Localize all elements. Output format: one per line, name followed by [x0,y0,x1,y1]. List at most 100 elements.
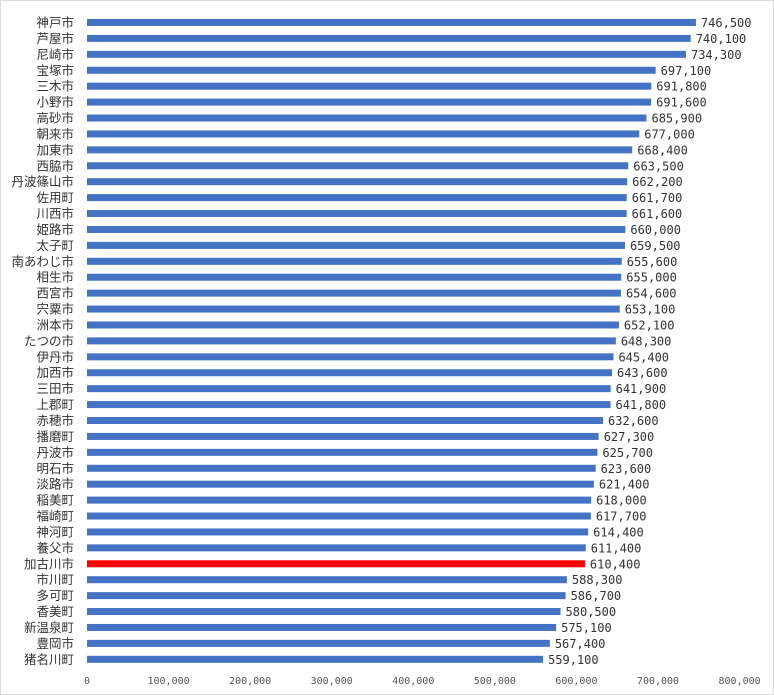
bar [87,560,585,568]
category-label: 南あわじ市 [11,254,74,269]
category-label: 朝来市 [36,126,74,141]
category-label: 加古川市 [24,556,74,571]
category-label: 川西市 [36,206,74,221]
x-tick-label: 700,000 [637,676,679,687]
value-label: 641,800 [616,398,667,412]
value-label: 614,400 [593,525,644,539]
value-label: 618,000 [596,494,647,508]
category-label: 香美町 [36,604,74,619]
value-label: 677,000 [644,127,695,141]
category-label: 猪名川町 [24,652,74,667]
value-label: 654,600 [626,287,677,301]
value-label: 641,900 [616,382,667,396]
value-label: 746,500 [701,16,752,30]
category-label: 養父市 [36,540,74,555]
value-label: 668,400 [637,143,688,157]
bar [87,385,611,393]
x-tick-label: 300,000 [311,676,353,687]
category-label: 神河町 [36,524,74,539]
category-label: 上郡町 [36,397,74,412]
category-label: たつの市 [24,333,74,348]
bar [87,50,686,58]
bar [87,273,622,281]
value-label: 691,800 [656,80,707,94]
bar [87,130,640,138]
bar [87,178,628,186]
value-label: 567,400 [555,637,606,651]
value-label: 625,700 [602,446,653,460]
category-label: 西宮市 [36,286,74,301]
category-label: 高砂市 [36,111,74,126]
bar [87,146,633,154]
category-label: 豊岡市 [36,636,74,651]
bar [87,401,611,409]
category-label: 宝塚市 [36,63,74,78]
value-label: 623,600 [601,462,652,476]
value-label: 632,600 [608,414,659,428]
bar [87,257,622,265]
category-label: 丹波市 [36,445,74,460]
x-tick-label: 0 [84,676,90,687]
category-label: 三木市 [36,79,74,94]
bar [87,162,629,170]
category-label: 太子町 [36,238,74,253]
category-label: 姫路市 [36,222,74,237]
x-tick-label: 400,000 [392,676,434,687]
value-label: 586,700 [571,589,622,603]
bar [87,210,627,218]
value-label: 663,500 [633,159,684,173]
bar [87,608,561,616]
value-label: 643,600 [617,366,668,380]
value-label: 588,300 [572,573,623,587]
category-label: 稲美町 [36,493,74,508]
category-label: 丹波篠山市 [11,174,74,189]
bar [87,544,586,552]
value-label: 685,900 [651,112,702,126]
category-label: 赤穂市 [36,413,74,428]
x-tick-label: 500,000 [474,676,516,687]
bar [87,480,594,488]
value-label: 660,000 [630,223,681,237]
category-label: 淡路市 [36,477,74,492]
value-label: 648,300 [621,334,672,348]
category-label: 洲本市 [36,317,74,332]
value-label: 662,200 [632,175,683,189]
category-labels: 神戸市芦屋市尼崎市宝塚市三木市小野市高砂市朝来市加東市西脇市丹波篠山市佐用町川西… [11,15,74,667]
category-label: 西脇市 [36,158,74,173]
bar [87,576,567,584]
value-labels: 746,500 740,100 734,300 697,100 691,800 691,6… [548,16,751,667]
bar [87,512,591,520]
bar [87,464,596,472]
category-label: 小野市 [36,95,74,110]
bar [87,353,614,361]
bar [87,337,616,345]
value-label: 655,600 [627,255,678,269]
bar [87,448,598,456]
category-label: 宍粟市 [36,302,74,317]
bar [87,623,557,631]
value-label: 621,400 [599,478,650,492]
bar [87,417,604,424]
bar [87,289,621,297]
value-label: 580,500 [566,605,617,619]
category-label: 新温泉町 [24,620,74,635]
category-label: 相生市 [36,270,74,285]
value-label: 691,600 [656,96,707,110]
bar [87,194,627,202]
value-label: 734,300 [691,48,742,62]
value-label: 617,700 [596,510,647,524]
category-label: 神戸市 [36,15,74,30]
category-label: 三田市 [36,381,74,396]
category-label: 芦屋市 [36,31,74,46]
x-axis-ticks: 0 100,000 200,000 300,000 400,000 500,000 600,… [84,676,761,687]
bar [87,82,652,90]
bar [87,655,544,663]
bar [87,34,691,42]
bar [87,225,626,233]
category-label: 尼崎市 [36,47,74,62]
x-tick-label: 800,000 [718,676,760,687]
value-label: 575,100 [561,621,612,635]
category-label: 加西市 [36,365,74,380]
bar [87,241,625,249]
